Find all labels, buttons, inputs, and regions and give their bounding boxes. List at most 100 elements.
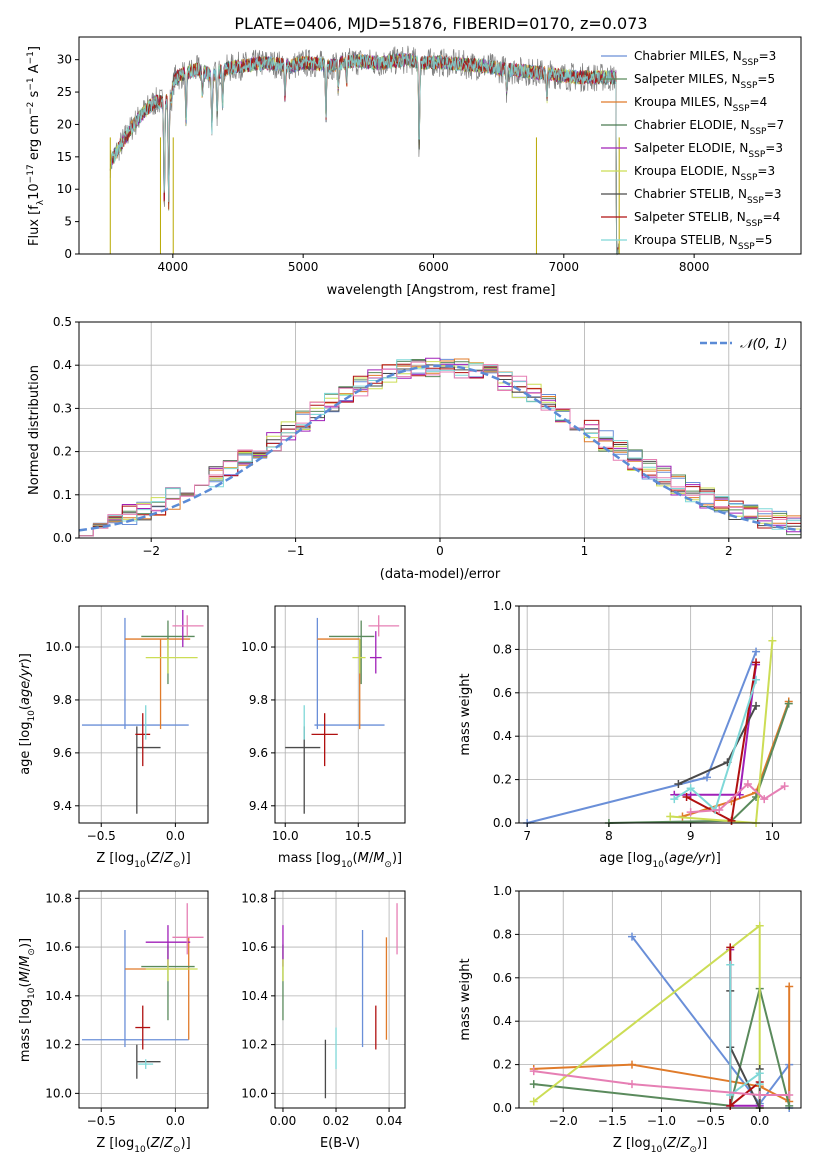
data-point-marker — [752, 658, 761, 667]
y-tick-label: 5 — [64, 215, 72, 229]
y-axis-label: mass weight — [458, 958, 473, 1040]
x-tick-label: −1 — [287, 544, 305, 558]
data-point-marker — [686, 808, 695, 817]
y-tick-label: 10.0 — [241, 1086, 268, 1100]
x-tick-label: 0.0 — [166, 1114, 185, 1128]
axes-frame — [78, 605, 209, 824]
data-point-marker — [670, 795, 679, 804]
x-tick-label: 7 — [523, 829, 531, 843]
x-tick-label: 1 — [581, 544, 589, 558]
y-tick-label: 0.0 — [53, 531, 72, 545]
x-tick-label: 10.0 — [272, 829, 299, 843]
data-point-marker — [752, 647, 761, 656]
x-tick-label: 0.0 — [166, 829, 185, 843]
x-tick-label: −0.5 — [696, 1114, 725, 1128]
data-point-marker — [529, 1067, 538, 1076]
data-point-marker — [686, 784, 695, 793]
data-point-marker — [760, 795, 769, 804]
y-tick-label: 30 — [57, 53, 72, 67]
x-tick-label: 0.0 — [750, 1114, 769, 1128]
y-axis-label: Normed distribution — [27, 365, 42, 495]
legend-entry: Chabrier MILES, NSSP=3 — [634, 49, 776, 68]
data-point-marker — [755, 1090, 764, 1099]
data-point-marker — [627, 1080, 636, 1089]
data-point-marker — [768, 636, 777, 645]
model-spectrum-line — [109, 52, 619, 255]
legend-entry: 𝒩(0, 1) — [740, 337, 787, 352]
axes-frame — [274, 890, 406, 1109]
x-tick-label: 6000 — [418, 260, 449, 274]
mass-weight-vs-metallicity-panel: −2.0 −1.5 −1.0 −0.5 0.0 0.0 0.2 0.4 0.6 0.8 1.0 Z [… — [458, 884, 802, 1155]
x-tick-label: −2.0 — [549, 1114, 578, 1128]
y-tick-label: 0.8 — [493, 642, 512, 656]
x-tick-label: 4000 — [158, 260, 189, 274]
data-point-marker — [529, 1080, 538, 1089]
y-tick-label: 10.8 — [45, 891, 72, 905]
y-tick-label: 9.4 — [249, 799, 268, 813]
age-vs-metallicity-panel: −0.5 0.0 9.4 9.6 9.8 10.0 Z [log10(Z/Z⊙)] age [… — [18, 605, 209, 870]
age-vs-mass-panel: 10.0 10.5 9.4 9.6 9.8 10.0 mass [log10(M/M⊙)] — [241, 605, 406, 870]
y-tick-label: 0.2 — [53, 445, 72, 459]
y-tick-label: 10.6 — [45, 940, 72, 954]
mass-weight-vs-age-panel: 7 8 9 10 0.0 0.2 0.4 0.6 0.8 1.0 age [log10(age/yr… — [458, 599, 802, 870]
legend-entry: Kroupa MILES, NSSP=4 — [634, 95, 767, 114]
x-axis-label: E(B-V) — [320, 1136, 360, 1151]
y-tick-label: 10.8 — [241, 891, 268, 905]
x-tick-label: 0.00 — [270, 1114, 297, 1128]
data-point-marker — [785, 1090, 794, 1099]
data-point-marker — [755, 921, 764, 930]
x-axis-label: Z [log10(Z/Z⊙)] — [613, 1136, 707, 1155]
y-tick-label: 9.4 — [53, 799, 72, 813]
legend-entry: Salpeter ELODIE, NSSP=3 — [634, 141, 783, 160]
x-tick-label: −1.5 — [598, 1114, 627, 1128]
x-tick-label: −2 — [142, 544, 160, 558]
y-tick-label: 0.1 — [53, 488, 72, 502]
data-point-marker — [752, 701, 761, 710]
data-point-marker — [755, 1080, 764, 1089]
y-tick-label: 9.6 — [53, 746, 72, 760]
y-tick-label: 10 — [57, 182, 72, 196]
legend-entry: Kroupa ELODIE, NSSP=3 — [634, 164, 775, 183]
data-point-marker — [529, 1097, 538, 1106]
data-point-marker — [726, 960, 735, 969]
x-axis-label: wavelength [Angstrom, rest frame] — [327, 283, 556, 298]
data-point-marker — [743, 779, 752, 788]
y-tick-label: 0.2 — [493, 773, 512, 787]
axes-frame — [518, 605, 802, 824]
mass-weight-line — [690, 782, 786, 814]
legend-entry: Kroupa STELIB, NSSP=5 — [634, 233, 772, 252]
x-tick-label: 8000 — [679, 260, 710, 274]
residual-histogram-panel: −2 −1 0 1 2 0.0 0.1 0.2 0.3 0.4 0.5 (data-model)/er… — [27, 315, 802, 582]
y-tick-label: 10.2 — [241, 1038, 268, 1052]
x-axis-label: mass [log10(M/M⊙)] — [278, 851, 402, 870]
y-tick-label: 0.3 — [53, 401, 72, 415]
y-tick-label: 0.4 — [53, 358, 72, 372]
mass-weight-line — [729, 964, 761, 1096]
x-axis-label: Z [log10(Z/Z⊙)] — [96, 1136, 190, 1155]
y-tick-label: 0.5 — [53, 315, 72, 329]
axes-frame — [78, 36, 802, 255]
spectrum-panel: 4000 5000 6000 7000 8000 0 5 10 15 20 25 30 waveleng… — [26, 36, 802, 298]
legend-entry: Chabrier STELIB, NSSP=3 — [634, 187, 782, 206]
mass-vs-extinction-panel: 0.00 0.02 0.04 10.0 10.2 10.4 10.6 10.8 E(B-V) — [241, 890, 406, 1151]
y-tick-label: 9.6 — [249, 746, 268, 760]
x-tick-label: 8 — [605, 829, 613, 843]
y-tick-label: 10.0 — [45, 640, 72, 654]
y-tick-label: 25 — [57, 85, 72, 99]
y-tick-label: 0.4 — [493, 729, 512, 743]
x-tick-label: −0.5 — [87, 829, 116, 843]
x-tick-label: 10.5 — [345, 829, 372, 843]
data-point-marker — [674, 779, 683, 788]
y-tick-label: 0.2 — [493, 1058, 512, 1072]
y-tick-label: 20 — [57, 117, 72, 131]
x-tick-label: 2 — [725, 544, 733, 558]
x-tick-label: 9 — [687, 829, 695, 843]
data-point-marker — [755, 1069, 764, 1078]
figure-title: PLATE=0406, MJD=51876, FIBERID=0170, z=0… — [234, 14, 647, 33]
y-axis-label: mass [log10(M/M⊙)] — [18, 938, 37, 1062]
x-tick-label: 7000 — [549, 260, 580, 274]
data-point-marker — [784, 699, 793, 708]
histogram-step-line — [79, 361, 801, 537]
y-tick-label: 10.2 — [45, 1038, 72, 1052]
data-point-marker — [627, 932, 636, 941]
